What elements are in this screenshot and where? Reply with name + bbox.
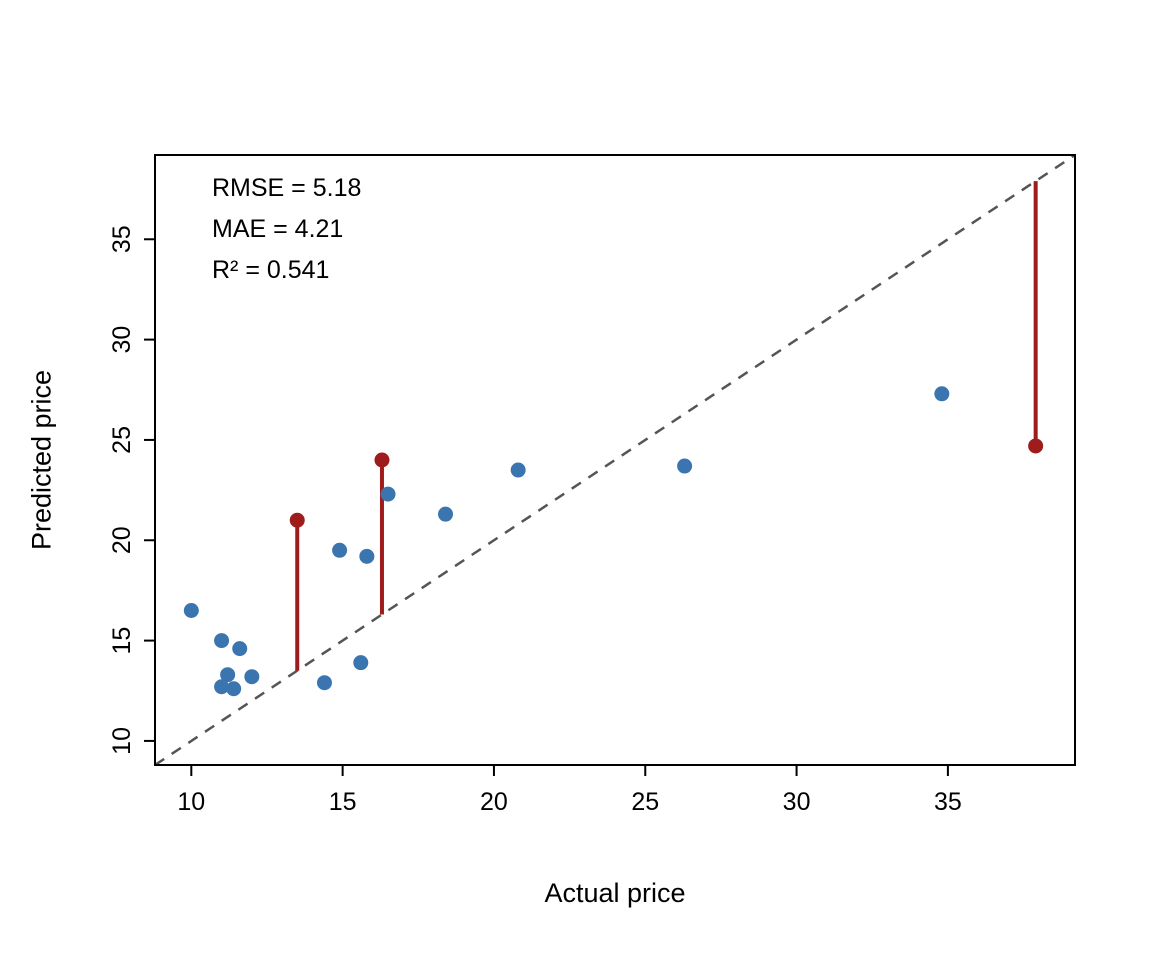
x-tick-label: 30 [783, 788, 811, 816]
scatter-point [183, 602, 199, 618]
scatter-point [353, 655, 369, 671]
x-tick-label: 20 [480, 788, 508, 816]
scatter-point [232, 641, 248, 657]
highlight-point [374, 452, 390, 468]
highlight-point [289, 512, 305, 528]
scatter-point [244, 669, 260, 685]
scatter-point [220, 667, 236, 683]
rmse-annotation: RMSE = 5.18 [212, 174, 362, 202]
x-tick-label: 15 [329, 788, 357, 816]
scatter-point [214, 633, 230, 649]
scatter-point [359, 548, 375, 564]
metrics-annotation: RMSE = 5.18 MAE = 4.21 R² = 0.541 [212, 168, 361, 291]
highlight-point [1028, 438, 1044, 454]
plot-border [154, 154, 1076, 766]
r-squared-annotation: R² = 0.541 [212, 256, 330, 284]
scatter-point [214, 679, 230, 695]
y-tick-label: 10 [108, 727, 136, 755]
scatter-point [226, 681, 242, 697]
scatter-point [438, 506, 454, 522]
scatter-point [510, 462, 526, 478]
scatter-point [316, 675, 332, 691]
y-tick-label: 25 [108, 426, 136, 454]
scatter-point [380, 486, 396, 502]
x-tick-label: 10 [177, 788, 205, 816]
y-tick-label: 35 [108, 225, 136, 253]
scatter-point [677, 458, 693, 474]
identity-line [154, 153, 1076, 767]
y-tick-label: 20 [108, 526, 136, 554]
y-axis-title: Predicted price [26, 369, 57, 551]
mae-annotation: MAE = 4.21 [212, 215, 344, 243]
scatter-point [934, 386, 950, 402]
x-axis-title: Actual price [544, 878, 686, 908]
y-tick-label: 30 [108, 326, 136, 354]
x-tick-label: 35 [934, 788, 962, 816]
y-tick-label: 15 [108, 627, 136, 655]
x-tick-label: 25 [631, 788, 659, 816]
scatter-point [332, 542, 348, 558]
